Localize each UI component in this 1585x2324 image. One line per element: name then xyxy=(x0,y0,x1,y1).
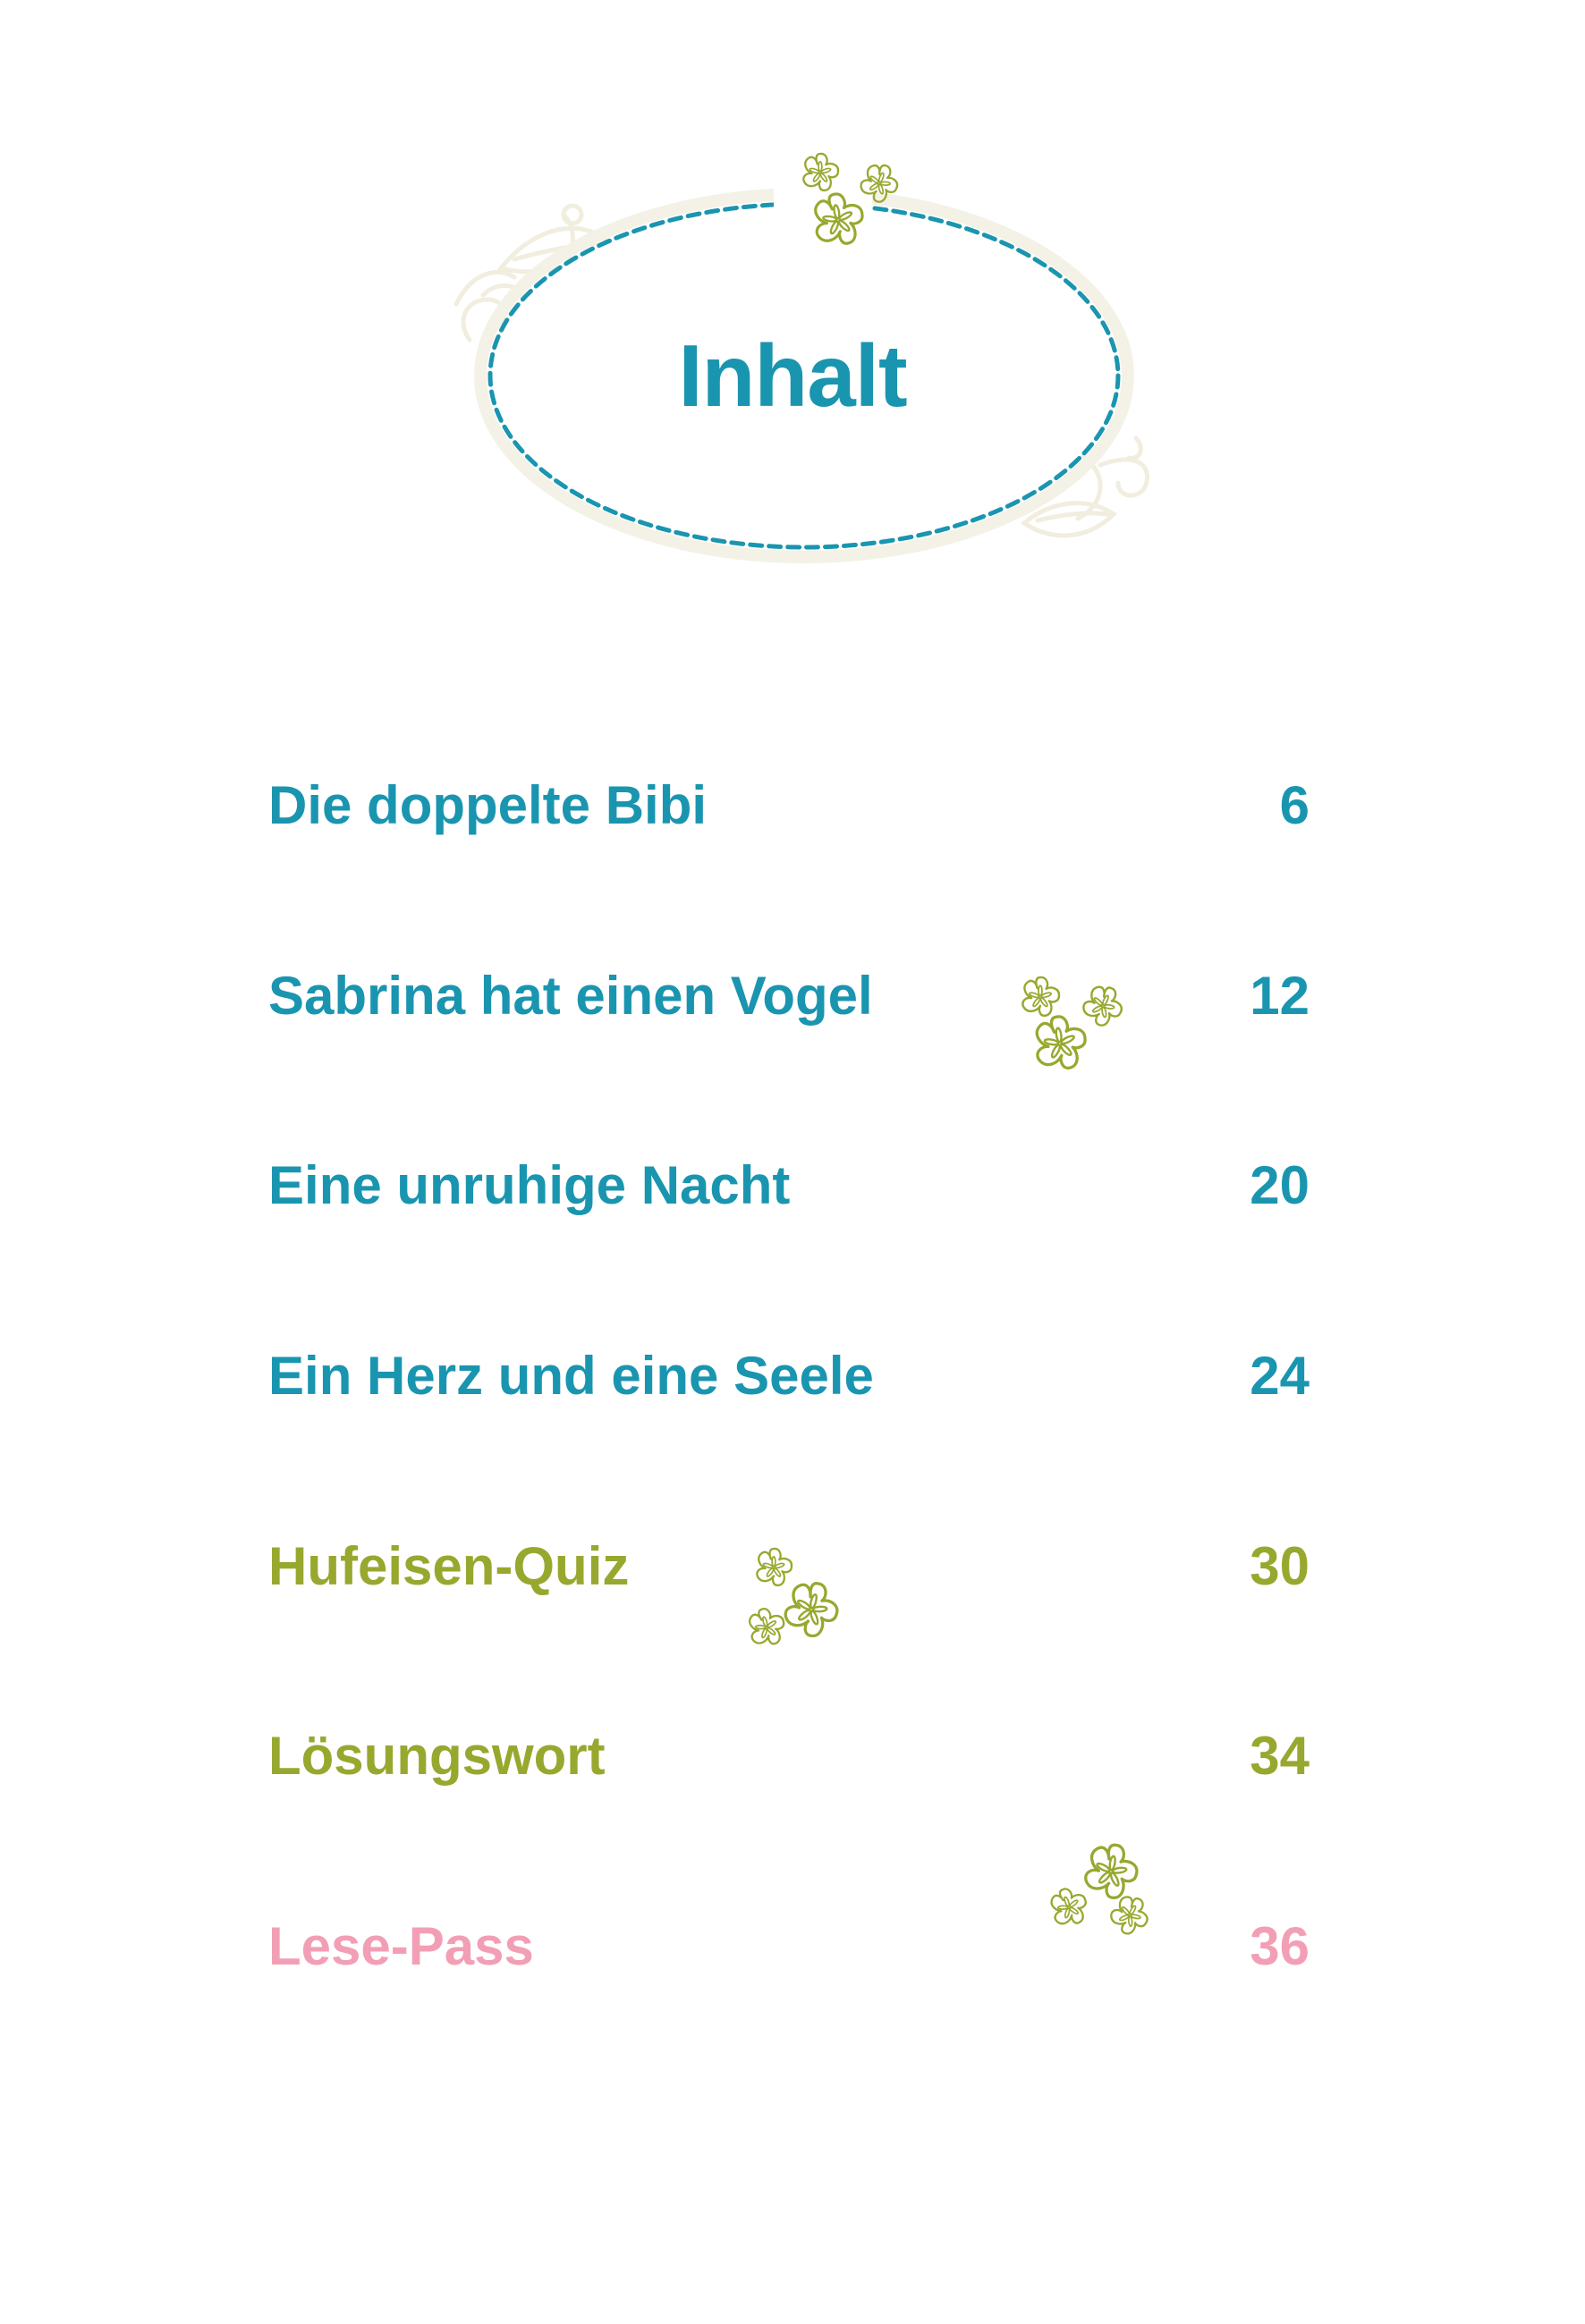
toc-entry[interactable]: Lese-Pass 36 xyxy=(268,1915,1310,1978)
toc-entry-page: 30 xyxy=(1250,1536,1310,1596)
toc-entry-page: 6 xyxy=(1279,775,1310,835)
toc-entry-page: 24 xyxy=(1250,1346,1310,1406)
toc-entry-title: Lese-Pass xyxy=(268,1916,534,1976)
toc-entry-title: Lösungswort xyxy=(268,1726,606,1786)
toc-entry[interactable]: Hufeisen-Quiz 30 xyxy=(268,1535,1310,1598)
toc-entry-title: Die doppelte Bibi xyxy=(268,775,708,835)
toc-entry[interactable]: Die doppelte Bibi 6 xyxy=(268,774,1310,837)
toc-entry[interactable]: Eine unruhige Nacht 20 xyxy=(268,1154,1310,1217)
toc-entry-title: Ein Herz und eine Seele xyxy=(268,1346,874,1406)
toc-entry-title: Eine unruhige Nacht xyxy=(268,1155,791,1215)
toc-entry-page: 12 xyxy=(1250,966,1310,1026)
leaf-swirl-icon xyxy=(1020,435,1149,538)
toc-entry-page: 34 xyxy=(1250,1726,1310,1786)
toc-entry[interactable]: Lösungswort 34 xyxy=(268,1725,1310,1787)
toc-entry-title: Sabrina hat einen Vogel xyxy=(268,966,873,1026)
page-title: Inhalt xyxy=(678,326,907,425)
leaf-swirl-icon xyxy=(453,203,612,342)
flower-cluster-icon xyxy=(802,152,904,250)
toc-entry-page: 36 xyxy=(1250,1916,1310,1976)
toc-entry[interactable]: Sabrina hat einen Vogel 12 xyxy=(268,965,1310,1027)
toc-entry[interactable]: Ein Herz und eine Seele 24 xyxy=(268,1345,1310,1407)
toc-entry-title: Hufeisen-Quiz xyxy=(268,1536,630,1596)
toc-entry-page: 20 xyxy=(1250,1155,1310,1215)
